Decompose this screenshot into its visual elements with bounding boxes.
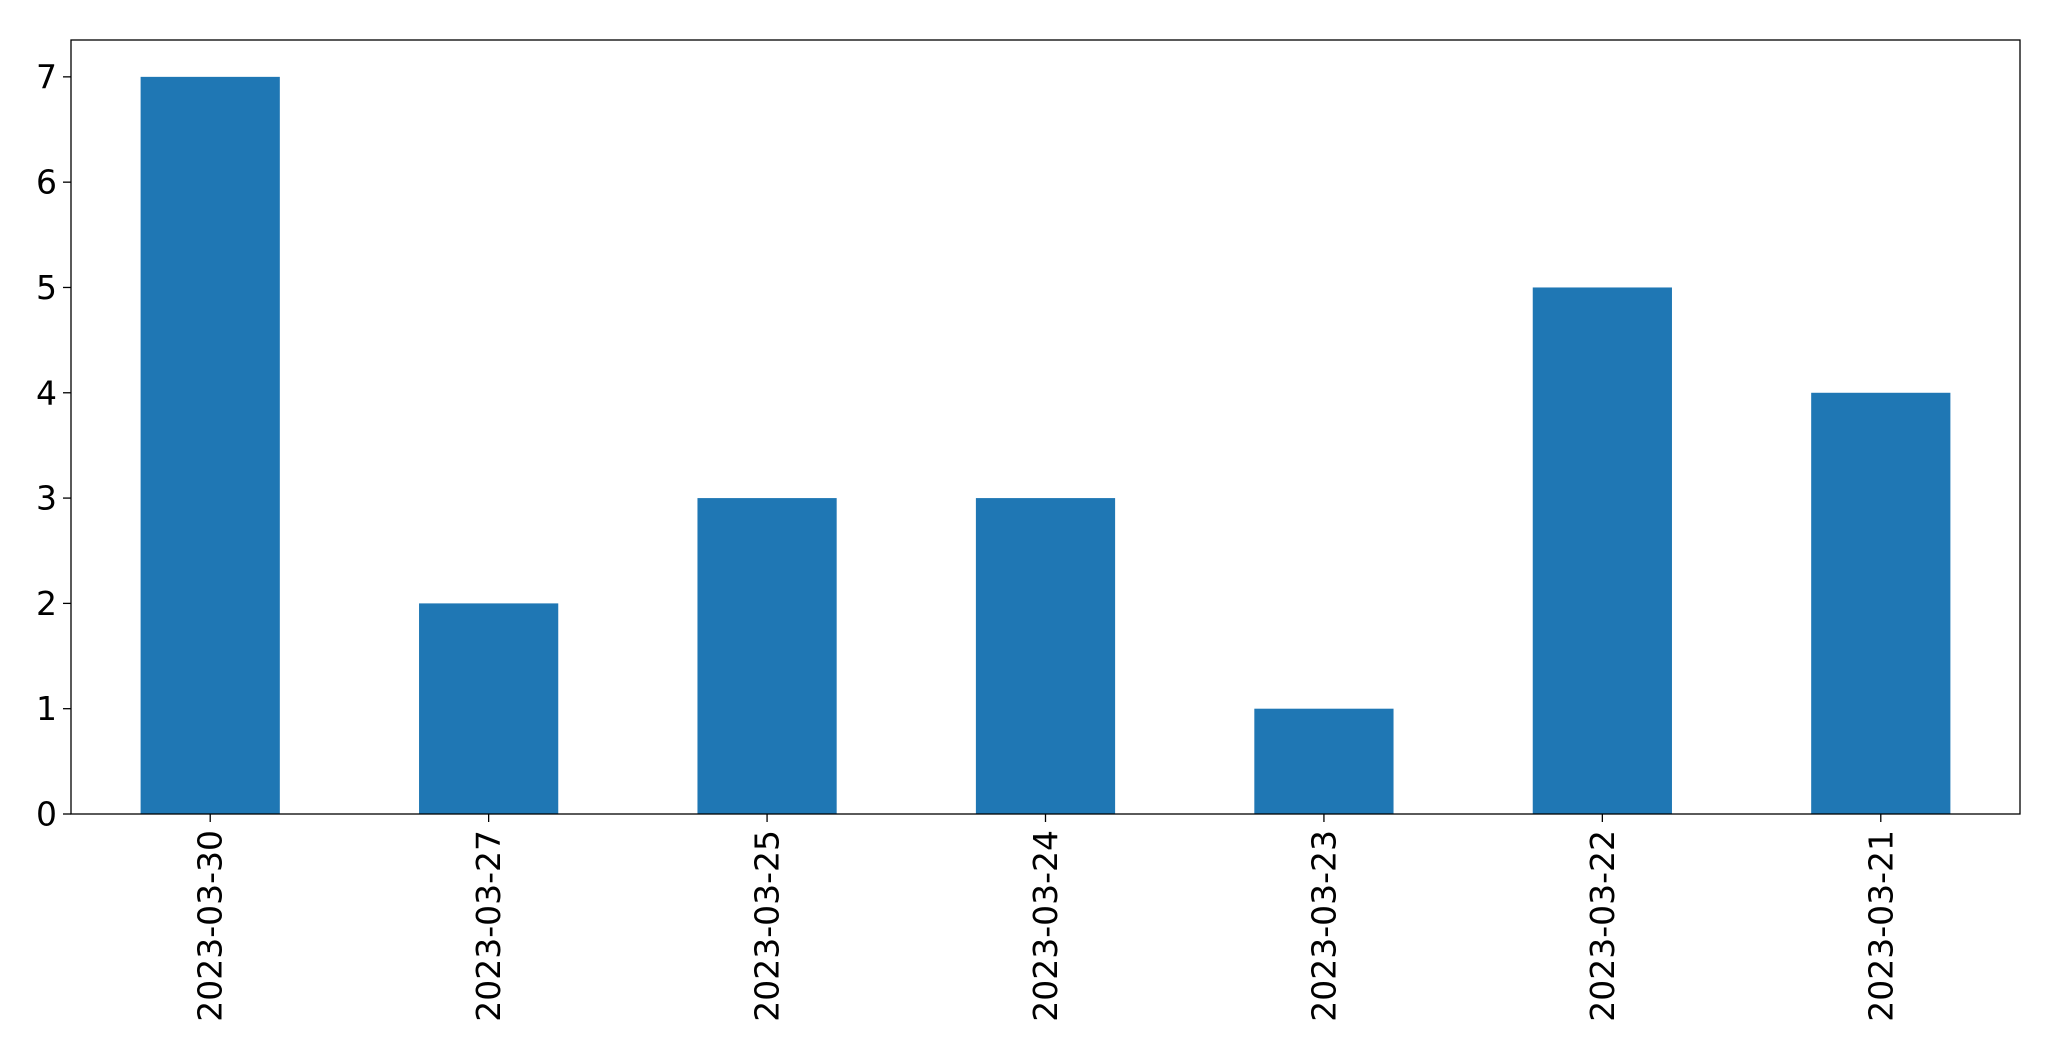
- x-tick-label: 2023-03-24: [1026, 830, 1065, 1022]
- bar-2023-03-22: [1532, 287, 1672, 815]
- bar-2023-03-24: [975, 498, 1116, 814]
- x-tick-label: 2023-03-21: [1861, 830, 1900, 1022]
- bar-2023-03-25: [697, 498, 837, 814]
- y-tick-label: 4: [36, 373, 57, 412]
- y-tick-label: 0: [36, 795, 57, 834]
- y-tick-label: 7: [36, 57, 57, 96]
- x-axis: 2023-03-30 2023-03-27 2023-03-25 2023-03-24…: [191, 814, 1900, 1022]
- bar-2023-03-21: [1811, 392, 1951, 814]
- bars-group: [140, 76, 1951, 815]
- y-tick-label: 6: [36, 163, 57, 202]
- y-axis: 0 1 2 3 4 5 6 7: [36, 57, 71, 834]
- y-tick-label: 2: [36, 584, 57, 623]
- plot-frame: [70, 39, 2021, 815]
- x-tick-label: 2023-03-27: [469, 830, 508, 1022]
- y-tick-label: 1: [36, 689, 57, 728]
- bar-2023-03-30: [140, 76, 280, 815]
- x-tick-label: 2023-03-23: [1304, 830, 1343, 1022]
- bar-2023-03-27: [419, 603, 559, 814]
- x-tick-label: 2023-03-30: [191, 830, 230, 1022]
- bar-2023-03-23: [1254, 708, 1394, 814]
- y-tick-label: 5: [36, 268, 57, 307]
- x-tick-label: 2023-03-22: [1583, 830, 1622, 1022]
- x-tick-label: 2023-03-25: [748, 830, 787, 1022]
- y-tick-label: 3: [36, 479, 57, 518]
